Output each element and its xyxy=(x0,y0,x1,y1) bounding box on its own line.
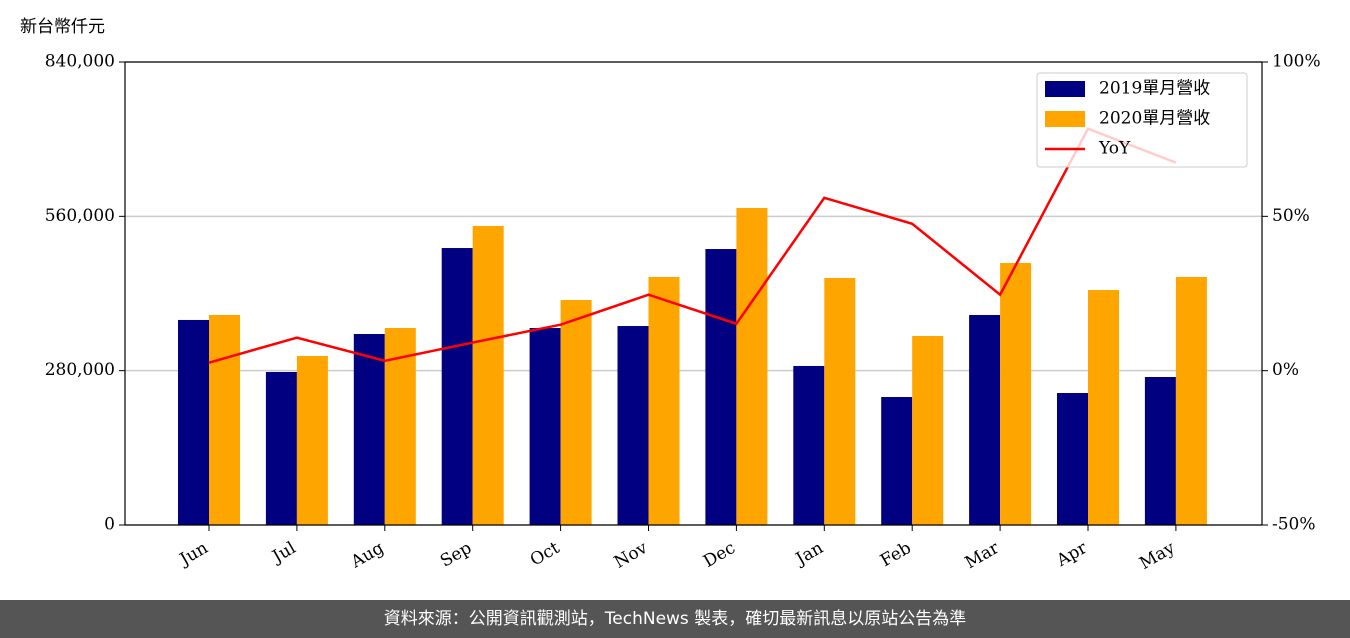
bar xyxy=(560,300,592,525)
x-tick-label: Jun xyxy=(175,538,212,571)
unit-label: 新台幣仟元 xyxy=(20,17,105,37)
x-tick-label: Mar xyxy=(962,538,1004,574)
y-tick-label: 280,000 xyxy=(45,360,115,380)
x-tick-label: Dec xyxy=(700,538,739,572)
bar xyxy=(912,335,944,525)
legend-label: 2019單月營收 xyxy=(1099,79,1210,99)
chart: 新台幣仟元 0 280,000 560,000 840,000 -50% 0% 50% 100… xyxy=(20,17,1321,574)
y-tick-label: 0 xyxy=(104,515,115,535)
bar xyxy=(353,334,385,525)
bar xyxy=(969,314,1001,525)
bar xyxy=(793,365,825,525)
y2-tick-label: 50% xyxy=(1272,206,1310,226)
bar xyxy=(1144,377,1176,525)
bar xyxy=(265,371,297,525)
x-tick-label: Aug xyxy=(347,538,388,573)
legend-label: 2020單月營收 xyxy=(1099,109,1210,129)
y2-tick-label: -50% xyxy=(1272,515,1316,535)
bar xyxy=(1088,290,1119,525)
x-tick-label: Oct xyxy=(527,538,563,571)
x-tick-label: Nov xyxy=(611,538,651,573)
x-tick-label: Jan xyxy=(791,538,827,570)
bar xyxy=(1175,276,1207,525)
bar xyxy=(648,276,680,525)
bar xyxy=(736,208,768,525)
bar xyxy=(824,278,856,525)
y2-tick-label: 0% xyxy=(1272,360,1299,380)
legend-swatch xyxy=(1045,81,1085,97)
bar xyxy=(209,314,240,525)
x-tick-label: May xyxy=(1136,538,1179,574)
bar xyxy=(705,249,737,525)
legend-box xyxy=(1036,72,1248,168)
bar xyxy=(529,328,561,525)
bar xyxy=(617,326,649,525)
y-tick-label: 840,000 xyxy=(45,52,115,72)
bar xyxy=(441,248,473,525)
y2-tick-label: 100% xyxy=(1272,52,1321,72)
bar xyxy=(296,356,328,525)
bar xyxy=(178,319,209,525)
legend-label: YoY xyxy=(1098,139,1131,159)
bar xyxy=(1000,263,1032,525)
plot-frame xyxy=(124,61,1263,526)
y-tick-label: 560,000 xyxy=(45,206,115,226)
bar xyxy=(1057,392,1088,525)
bar xyxy=(472,225,504,525)
x-tick-label: Jul xyxy=(268,538,300,568)
bar xyxy=(881,397,913,525)
x-tick-label: Feb xyxy=(877,538,915,571)
line xyxy=(208,127,1177,364)
x-tick-label: Apr xyxy=(1053,538,1092,572)
legend-swatch xyxy=(1045,111,1085,127)
footer: 資料來源：公開資訊觀測站，TechNews 製表，確切最新訊息以原站公告為準 xyxy=(0,600,1350,638)
x-tick-label: Sep xyxy=(437,538,475,572)
